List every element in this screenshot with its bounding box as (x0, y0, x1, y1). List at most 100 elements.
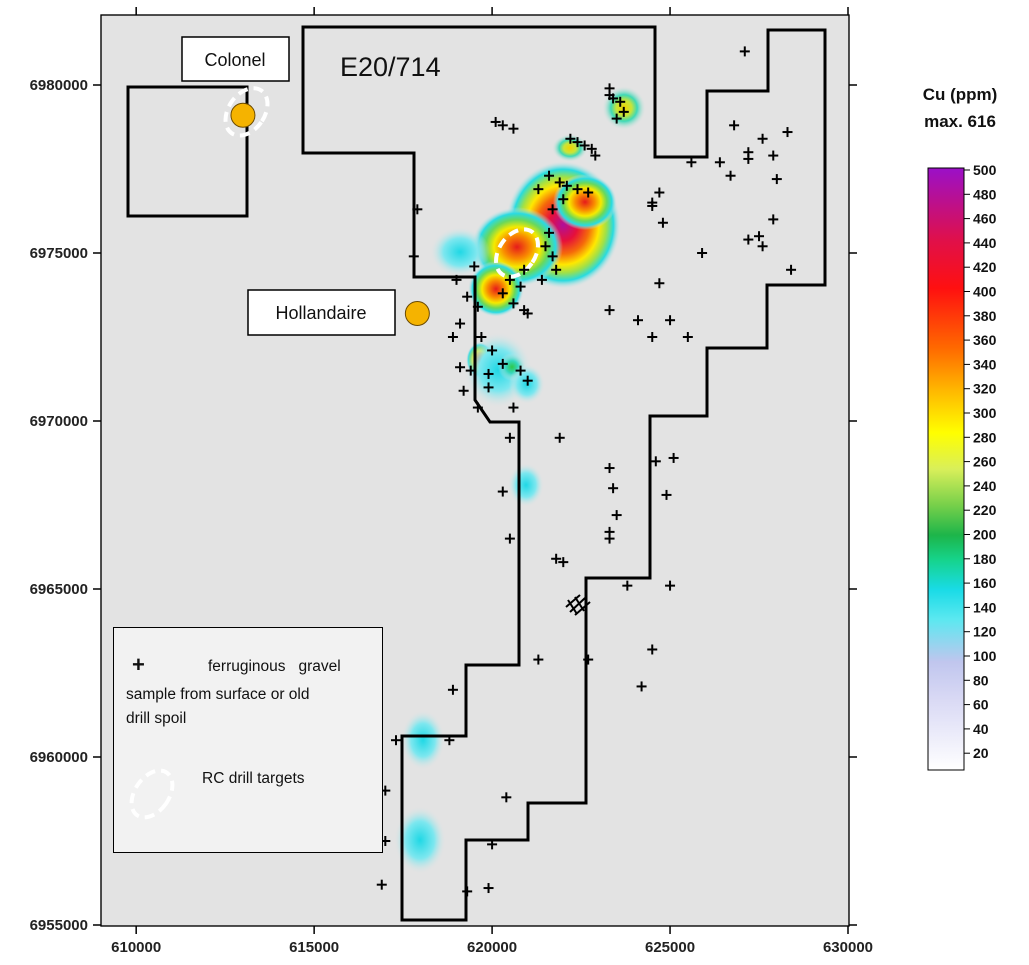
cu-anomaly (401, 710, 445, 770)
sample-point (743, 153, 754, 164)
colorbar-tick-label: 60 (973, 697, 989, 713)
sample-point (697, 248, 708, 258)
sample-point (487, 345, 498, 356)
deposit-marker (404, 300, 430, 326)
sample-point (519, 264, 530, 275)
sample-point (497, 358, 508, 369)
sample-point (647, 644, 658, 655)
sample-point (504, 432, 515, 443)
sample-point (447, 332, 458, 342)
cu-anomaly (394, 806, 446, 874)
x-tick-label: 630000 (823, 939, 873, 956)
y-tick-label: 6955000 (30, 917, 88, 934)
sample-point (618, 106, 629, 117)
colorbar-tick-label: 280 (973, 429, 997, 445)
colorbar-tick-label: 440 (973, 235, 997, 251)
y-tick-label: 6965000 (30, 581, 88, 598)
colorbar-tick-label: 300 (973, 405, 997, 421)
sample-cluster (565, 594, 591, 616)
sample-point (586, 143, 597, 154)
drill-target (223, 86, 270, 138)
cu-anomaly (553, 174, 617, 230)
sample-point (604, 90, 615, 101)
sample-point (497, 120, 508, 131)
sample-point (504, 533, 515, 544)
sample-point (725, 170, 736, 181)
sample-point (497, 288, 508, 299)
sample-point (533, 654, 544, 665)
colorbar-tick-label: 20 (973, 745, 989, 761)
sample-point (668, 452, 679, 463)
sample-point (497, 486, 508, 497)
sample-point (522, 375, 533, 386)
colorbar-tick-label: 120 (973, 624, 997, 640)
sample-point (604, 533, 615, 544)
sample-point (487, 839, 498, 850)
sample-point (558, 194, 569, 205)
sample-point (782, 127, 793, 138)
colonel-label-box (181, 36, 290, 82)
sample-point (611, 510, 622, 521)
sample-point (455, 318, 466, 329)
sample-point (465, 365, 476, 376)
sample-point (547, 204, 558, 215)
sample-point (572, 137, 583, 148)
sample-point (508, 402, 519, 413)
hollandaire-label: Hollandaire (275, 303, 366, 323)
sample-point (476, 332, 487, 342)
sample-point (472, 301, 483, 312)
sample-point (462, 291, 473, 302)
sample-point (654, 187, 665, 198)
sample-point (654, 278, 665, 289)
sample-point (544, 227, 555, 238)
sample-point (665, 580, 676, 591)
colorbar-ticks: 500 480 460 440 420 400 380 360 340 320 300 280 260 2… (964, 162, 997, 761)
sample-point (650, 456, 661, 467)
sample-point (771, 174, 782, 185)
sample-point (604, 463, 615, 474)
deposit-marker (230, 102, 256, 128)
drill-target-legend-text: RC drill targets (202, 770, 305, 787)
colorbar-tick-label: 380 (973, 308, 997, 324)
sample-point (583, 187, 594, 198)
drill-target-legend-icon (129, 768, 175, 820)
colorbar-tick-label: 320 (973, 381, 997, 397)
sample-point (508, 123, 519, 134)
colorbar-tick-label: 360 (973, 332, 997, 348)
sample-point (665, 315, 676, 326)
deposit-layer (230, 102, 430, 326)
colorbar-tick-label: 500 (973, 162, 997, 178)
plot-frame (100, 14, 850, 927)
sample-point (754, 231, 765, 242)
sample-point (536, 274, 547, 285)
colorbar-max: max. 616 (924, 112, 996, 131)
sample-legend-text: sample from surface or old (126, 686, 310, 703)
colorbar-tick-label: 240 (973, 478, 997, 494)
sample-point (554, 177, 565, 188)
sample-point (412, 204, 423, 215)
sample-point (579, 140, 590, 151)
sample-point (472, 402, 483, 413)
sample-point (455, 362, 466, 373)
x-tick-label: 615000 (289, 939, 339, 956)
sample-point (522, 308, 533, 319)
sample-point (458, 385, 469, 396)
sample-point (540, 241, 551, 252)
colorbar-tick-label: 220 (973, 502, 997, 518)
sample-point (743, 234, 754, 245)
colorbar-tick-label: 420 (973, 259, 997, 275)
colorbar-tick-label: 340 (973, 356, 997, 372)
sample-point (565, 133, 576, 144)
colorbar-tick-label: 480 (973, 186, 997, 202)
sample-point (657, 217, 668, 228)
colorbar-tick-label: 140 (973, 599, 997, 615)
sample-point (604, 305, 615, 316)
sample-legend-text: ferruginous gravel (208, 658, 341, 675)
colorbar-gradient (927, 167, 965, 771)
sample-point (682, 332, 693, 342)
cu-anomaly (552, 134, 588, 162)
sample-point (547, 251, 558, 262)
sample-point (508, 298, 519, 309)
sample-point (768, 150, 779, 161)
small-tenement-boundary (126, 85, 249, 218)
